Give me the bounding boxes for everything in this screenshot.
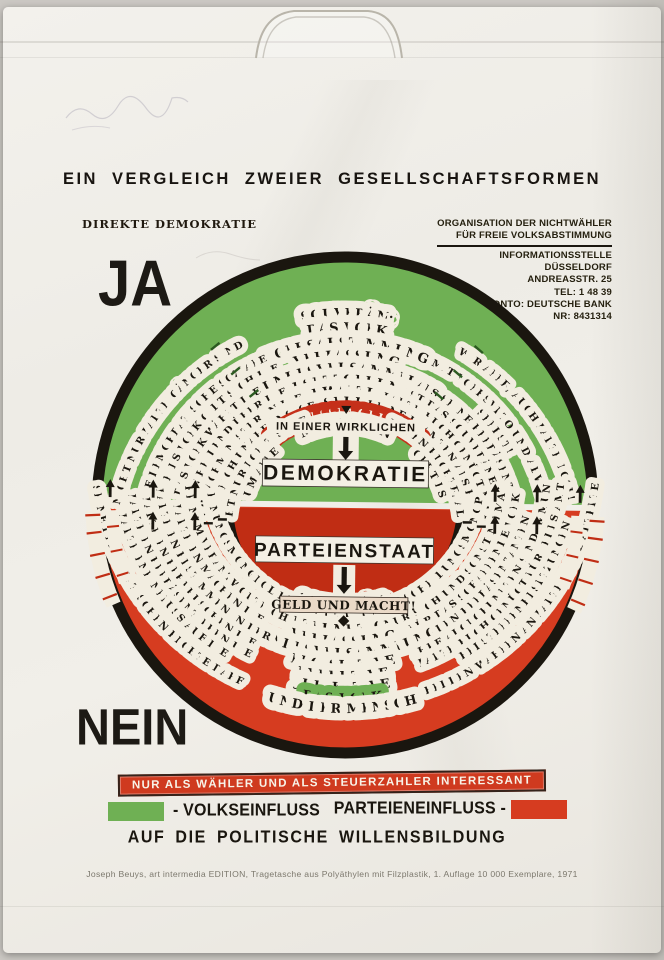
red-rim-tick	[566, 553, 579, 559]
bag-seam	[0, 57, 664, 58]
red-rim-tick	[559, 576, 572, 583]
red-rim-tick	[85, 513, 101, 517]
red-rim-tick	[587, 536, 603, 541]
divider-up-arrow-head	[490, 515, 500, 524]
direkte-demokratie-label: DIREKTE DEMOKRATIE	[82, 217, 258, 231]
red-rim-tick	[570, 530, 583, 534]
green-tick	[434, 391, 444, 401]
green-tick	[248, 389, 259, 398]
flow-arrow-head	[336, 584, 352, 594]
red-rim-tick	[578, 578, 594, 586]
divider-up-arrow	[193, 485, 197, 499]
nein-label: NEIN	[76, 698, 189, 756]
green-tick	[210, 341, 221, 351]
edition-imprint: Joseph Beuys, art intermedia EDITION, Tr…	[86, 869, 578, 879]
org-address-line: KONTO: DEUTSCHE BANK	[485, 299, 612, 311]
red-rim-tick	[116, 571, 129, 577]
org-address-line: NR: 8431314	[553, 311, 612, 323]
red-rim-tick	[589, 519, 605, 523]
divider-up-arrow	[535, 521, 539, 535]
red-rim-tick	[95, 572, 111, 579]
divider-up-arrow-head	[532, 484, 542, 493]
bottom-banner: NUR ALS WÄHLER UND ALS STEUERZAHLER INTE…	[117, 769, 547, 797]
green-tick	[473, 345, 484, 355]
divider-up-arrow-head	[190, 480, 200, 489]
divider-up-arrow	[151, 516, 155, 530]
red-half-disc	[97, 504, 594, 756]
green-tick	[230, 366, 241, 376]
divider-up-arrow	[578, 489, 582, 503]
org-line-2: FÜR FREIE VOLKSABSTIMMUNG	[456, 230, 612, 242]
label-box	[261, 458, 430, 489]
green-tick	[452, 369, 463, 379]
bag-handle	[255, 10, 403, 59]
org-address-line: DÜSSELDORF	[544, 262, 612, 274]
flow-arrow-head	[338, 450, 354, 460]
red-legend-swatch	[511, 800, 567, 819]
flow-arrow	[341, 566, 347, 586]
red-rim-tick	[86, 530, 102, 535]
org-address-line: ANDREASSTR. 25	[527, 274, 612, 286]
organisation-name: ORGANISATION DER NICHTWÄHLER FÜR FREIE V…	[437, 218, 612, 247]
rim-band-segment	[105, 509, 132, 585]
divider-up-arrow-head	[148, 511, 158, 520]
green-half-disc	[97, 253, 594, 505]
ja-label: JA	[98, 247, 173, 320]
rim-band-segment	[556, 515, 585, 590]
red-rim-tick	[583, 557, 599, 564]
red-rim-tick	[102, 592, 118, 601]
red-rim-tick	[106, 524, 120, 529]
red-rim-tick	[110, 548, 123, 553]
divider-up-arrow-head	[532, 516, 542, 525]
label-box	[266, 417, 426, 435]
small-diamond-marker	[337, 615, 350, 627]
org-line-1: ORGANISATION DER NICHTWÄHLER	[437, 218, 612, 229]
divider-up-arrow-head	[190, 512, 200, 521]
label-box	[254, 535, 435, 565]
divider-up-arrow	[193, 517, 197, 531]
hub-word-parteienstaat: PARTEIENSTAAT	[254, 540, 435, 563]
divider-up-arrow	[535, 489, 539, 503]
divider-up-arrow	[493, 488, 497, 502]
outer-black-ring	[91, 251, 599, 759]
organisation-block: ORGANISATION DER NICHTWÄHLER FÜR FREIE V…	[437, 218, 612, 324]
green-legend-swatch	[108, 802, 164, 821]
red-rim-tick	[570, 598, 586, 607]
org-address-line: TEL: 1 48 39	[554, 286, 612, 298]
bag-fold	[0, 906, 664, 907]
hub-context-top: IN EINER WIRKLICHEN	[276, 421, 416, 435]
flow-arrow	[343, 436, 349, 452]
divider-up-arrow-head	[575, 484, 585, 493]
label-box	[279, 595, 409, 615]
divider-up-arrow-head	[148, 479, 158, 488]
small-down-marker	[341, 405, 352, 414]
legend-volkseinfluss: - VOLKSEINFLUSS	[173, 801, 321, 820]
divider-up-arrow-head	[105, 479, 115, 488]
legend-parteieneinfluss: PARTEIENEINFLUSS -	[333, 799, 506, 818]
bag-seam	[0, 41, 664, 43]
divider-up-arrow	[151, 484, 155, 498]
legend-caption: AUF DIE POLITISCHE WILLENSBILDUNG	[127, 828, 507, 847]
divider-up-arrow	[493, 520, 497, 534]
org-address-line: INFORMATIONSSTELLE	[499, 249, 612, 261]
poster-title: EIN VERGLEICH ZWEIER GESELLSCHAFTSFORMEN	[62, 170, 602, 188]
divider-up-arrow-head	[490, 483, 500, 492]
divider-up-arrow	[108, 484, 112, 498]
hub-context-bottom: GELD UND MACHT!	[271, 598, 416, 614]
hub-word-demokratie: DEMOKRATIE	[263, 461, 428, 486]
red-rim-tick	[89, 551, 106, 557]
